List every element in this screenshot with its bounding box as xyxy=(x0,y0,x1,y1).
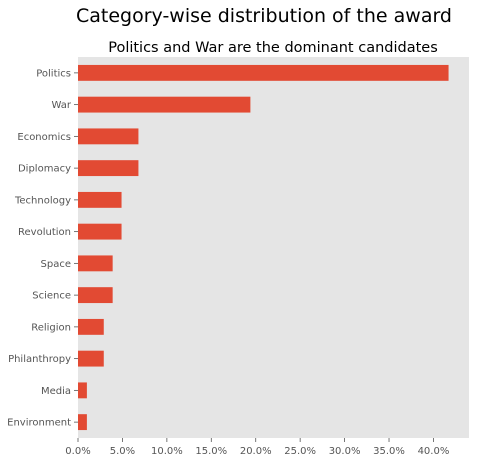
x-tick-label: 25.0% xyxy=(284,446,316,457)
y-tick-label: Philanthropy xyxy=(8,354,71,365)
bar-economics xyxy=(78,128,139,145)
y-tick-label: War xyxy=(52,100,72,111)
x-tick-label: 10.0% xyxy=(151,446,183,457)
x-tick-label: 40.0% xyxy=(418,446,450,457)
chart-suptitle: Category-wise distribution of the award xyxy=(76,5,452,27)
bar-space xyxy=(78,255,113,272)
x-tick-label: 20.0% xyxy=(240,446,272,457)
y-tick-label: Space xyxy=(41,259,71,270)
y-tick-label: Economics xyxy=(17,132,71,143)
x-tick-label: 5.0% xyxy=(110,446,135,457)
y-tick-label: Media xyxy=(41,386,71,397)
x-tick-label: 35.0% xyxy=(373,446,405,457)
bars-group xyxy=(78,64,449,431)
bar-war xyxy=(78,96,251,113)
x-tick-label: 0.0% xyxy=(65,446,90,457)
plot-area xyxy=(78,57,469,438)
bar-politics xyxy=(78,64,449,81)
bar-religion xyxy=(78,318,104,335)
bar-media xyxy=(78,382,87,399)
bar-diplomacy xyxy=(78,160,139,177)
x-tick-label: 15.0% xyxy=(195,446,227,457)
y-tick-label: Environment xyxy=(7,418,71,429)
bar-environment xyxy=(78,414,87,431)
x-tick-labels: 0.0% 5.0% 10.0% 15.0% 20.0% 25.0% 30.0% 35.0% 40… xyxy=(65,438,449,457)
bar-science xyxy=(78,287,113,304)
y-tick-label: Revolution xyxy=(18,227,71,238)
bar-technology xyxy=(78,191,122,208)
y-tick-label: Science xyxy=(32,291,71,302)
y-tick-labels: Politics War Economics Diplomacy Technology R… xyxy=(7,68,78,429)
y-tick-label: Religion xyxy=(31,322,71,333)
x-tick-label: 30.0% xyxy=(329,446,361,457)
y-tick-label: Technology xyxy=(14,195,71,206)
y-tick-label: Diplomacy xyxy=(18,164,71,175)
chart-title: Politics and War are the dominant candid… xyxy=(108,40,438,56)
y-tick-label: Politics xyxy=(36,68,71,79)
bar-revolution xyxy=(78,223,122,240)
bar-philanthropy xyxy=(78,350,104,367)
